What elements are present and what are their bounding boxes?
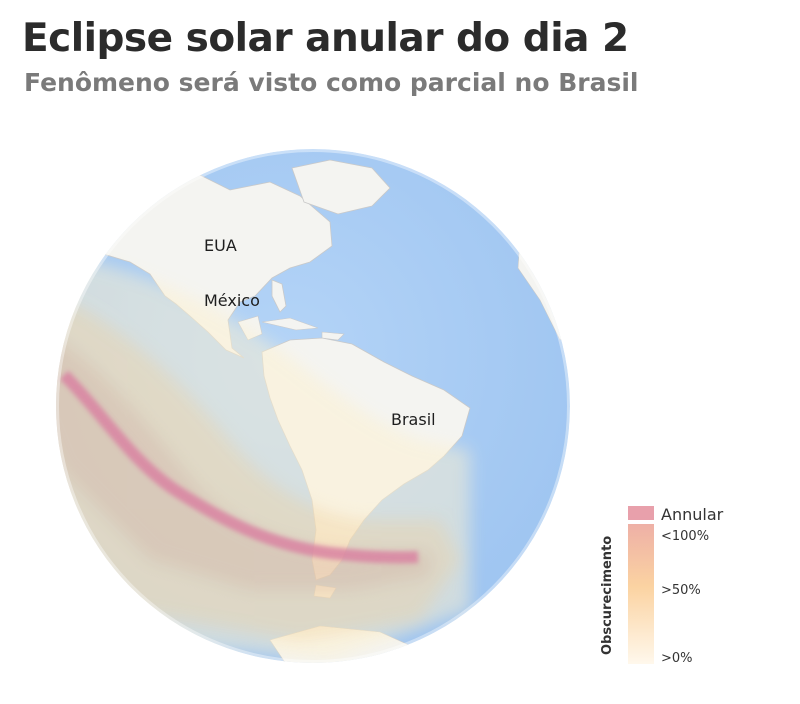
legend: Annular <100% >50% >0% Obscurecimento	[600, 505, 724, 666]
shadow-inner	[56, 330, 430, 590]
legend-tick-high: <100%	[661, 529, 709, 544]
greenland	[291, 159, 391, 215]
label-usa: EUA	[204, 236, 237, 255]
legend-annular-swatch	[628, 506, 654, 520]
legend-gradient-bar	[628, 524, 654, 664]
page-subtitle: Fenômeno será visto como parcial no Bras…	[24, 68, 639, 97]
florida	[271, 279, 287, 313]
legend-tick-mid: >50%	[661, 583, 701, 598]
legend-annular-label: Annular	[661, 505, 724, 524]
caribbean-islands	[261, 317, 345, 341]
legend-axis-label: Obscurecimento	[600, 536, 615, 655]
label-mexico: México	[204, 291, 260, 310]
annular-path	[59, 370, 419, 564]
globe	[56, 149, 570, 663]
legend-tick-low: >0%	[661, 651, 693, 666]
page-title: Eclipse solar anular do dia 2	[22, 16, 629, 61]
label-brazil: Brasil	[391, 410, 436, 429]
